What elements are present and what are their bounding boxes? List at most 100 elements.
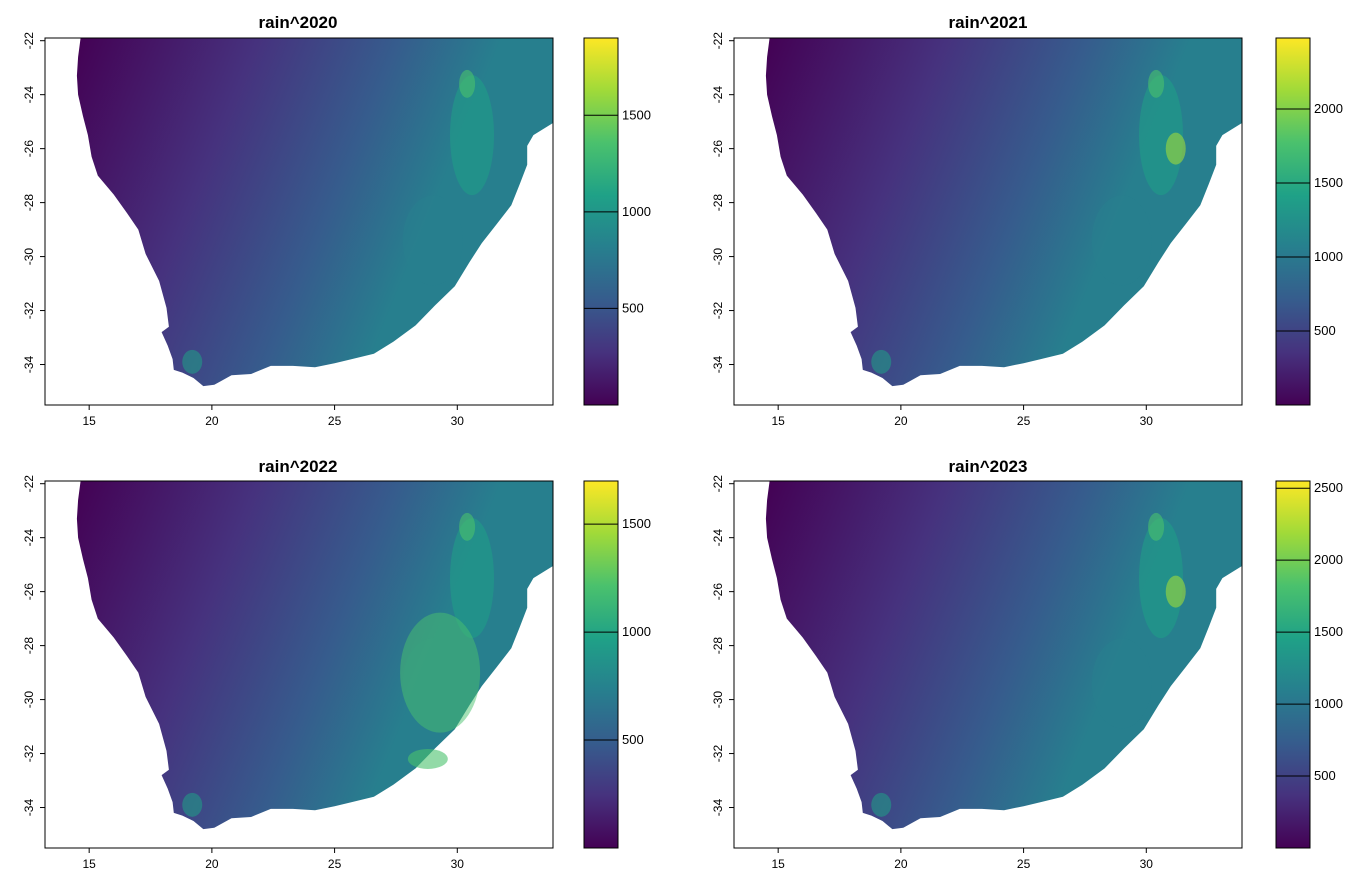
rainfall-patch [871,792,892,817]
y-tick-label: -26 [22,140,36,158]
rainfall-patch [1139,75,1184,196]
x-tick-label: 20 [205,414,219,428]
map-panel-2022: rain^2022 15 20 25 30 -22 -24 -26 -28 -30 -32 -34… [22,457,651,871]
y-tick-label: -30 [22,248,36,266]
y-tick-label: -34 [711,356,725,374]
y-tick-label: -24 [711,529,725,547]
x-axis: 15 20 25 30 [771,405,1153,428]
rainfall-patch [871,349,892,374]
y-axis: -22 -24 -26 -28 -30 -32 -34 [22,475,45,816]
y-tick-label: -34 [711,799,725,817]
rainfall-patch [459,512,476,541]
x-tick-label: 20 [205,857,219,871]
legend-tick-label: 2000 [1314,101,1343,116]
legend-color-bar [583,37,619,406]
x-tick-label: 20 [894,414,908,428]
y-tick-label: -32 [22,302,36,320]
rainfall-patch [182,349,203,374]
y-tick-label: -26 [22,583,36,601]
x-tick-label: 15 [82,414,96,428]
legend-tick-label: 2000 [1314,552,1343,567]
y-tick-label: -22 [22,32,36,50]
y-tick-label: -24 [22,529,36,547]
y-tick-label: -30 [711,248,725,266]
x-axis: 15 20 25 30 [771,848,1153,871]
rainfall-patch [407,748,448,769]
map-frame [44,480,554,849]
y-tick-label: -22 [22,475,36,493]
y-tick-label: -32 [22,745,36,763]
color-legend: 500 1000 1500 2000 2500 [1275,480,1343,849]
y-axis: -22 -24 -26 -28 -30 -32 -34 [711,32,734,373]
y-axis: -22 -24 -26 -28 -30 -32 -34 [22,32,45,373]
legend-tick-label: 1500 [1314,175,1343,190]
legend-tick-label: 1500 [622,107,651,122]
x-tick-label: 30 [1140,414,1154,428]
legend-tick-label: 500 [622,300,644,315]
rainfall-patch [450,75,495,196]
rainfall-patch [400,612,481,733]
legend-tick-label: 1000 [622,204,651,219]
y-tick-label: -24 [22,86,36,104]
rainfall-patch [1139,518,1184,639]
rainfall-patch [1148,512,1165,541]
y-tick-label: -34 [22,799,36,817]
x-axis: 15 20 25 30 [82,405,464,428]
y-tick-label: -28 [22,637,36,655]
x-tick-label: 30 [1140,857,1154,871]
legend-tick-label: 500 [1314,768,1336,783]
color-legend: 500 1000 1500 2000 [1275,37,1343,406]
map-frame [44,37,554,406]
y-tick-label: -32 [711,302,725,320]
legend-color-bar [1275,37,1311,406]
y-tick-label: -26 [711,583,725,601]
land-raster [765,481,1242,830]
x-tick-label: 25 [1017,414,1031,428]
y-tick-label: -32 [711,745,725,763]
x-tick-label: 30 [451,414,465,428]
rainfall-patch [450,518,495,639]
panel-title: rain^2020 [259,13,338,32]
y-tick-label: -30 [711,691,725,709]
y-tick-label: -26 [711,140,725,158]
y-tick-label: -28 [22,194,36,212]
panel-title: rain^2021 [949,13,1028,32]
rainfall-patch [182,792,203,817]
rainfall-patch [1165,575,1186,608]
map-frame [733,480,1243,849]
rainfall-patch [1091,638,1152,729]
legend-tick-label: 1000 [622,624,651,639]
x-tick-label: 15 [771,857,785,871]
legend-tick-label: 1000 [1314,696,1343,711]
map-panel-2021: rain^2021 15 20 25 30 -22 -24 -26 -28 -30 -32 -34… [711,13,1343,428]
rainfall-patch [1148,69,1165,98]
x-tick-label: 25 [328,857,342,871]
x-axis: 15 20 25 30 [82,848,464,871]
rainfall-patch [459,69,476,98]
land-raster [76,38,553,387]
y-tick-label: -22 [711,32,725,50]
color-legend: 500 1000 1500 [583,37,651,406]
map-area [76,38,553,387]
legend-color-bar [1275,480,1311,849]
y-tick-label: -24 [711,86,725,104]
y-axis: -22 -24 -26 -28 -30 -32 -34 [711,475,734,816]
legend-tick-label: 500 [622,732,644,747]
legend-color-bar [583,480,619,849]
rainfall-patch [402,195,463,286]
legend-tick-label: 500 [1314,323,1336,338]
x-tick-label: 25 [1017,857,1031,871]
legend-tick-label: 1000 [1314,249,1343,264]
color-legend: 500 1000 1500 [583,480,651,849]
x-tick-label: 30 [451,857,465,871]
y-tick-label: -30 [22,691,36,709]
legend-tick-label: 1500 [1314,624,1343,639]
legend-tick-label: 1500 [622,516,651,531]
map-area [765,481,1242,830]
x-tick-label: 15 [82,857,96,871]
map-area [76,481,553,830]
rainfall-patch [1091,195,1152,286]
panel-title: rain^2023 [949,457,1028,476]
land-raster [76,481,553,830]
